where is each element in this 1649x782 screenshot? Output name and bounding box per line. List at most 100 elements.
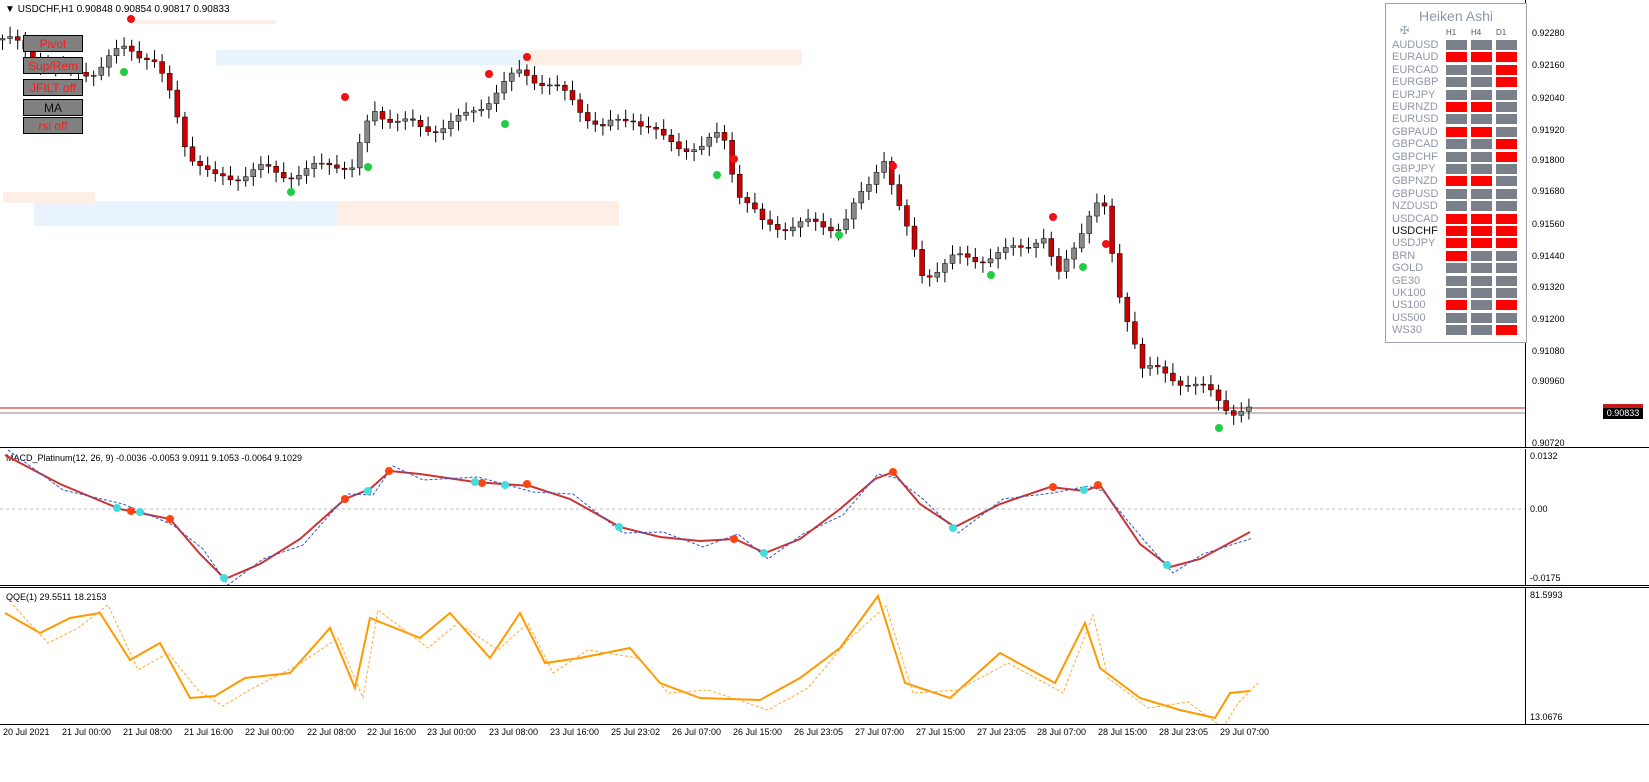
symbol-label[interactable]: BRN: [1392, 249, 1416, 262]
candle-body: [1177, 380, 1184, 386]
symbol-label[interactable]: EURAUD: [1392, 51, 1439, 64]
price-axis-label: 0.92040: [1532, 93, 1565, 103]
candle-body: [273, 166, 279, 173]
demand-zone: [34, 201, 337, 226]
qqe-chart[interactable]: [0, 588, 1525, 724]
macd-signal-line: [7, 449, 1254, 585]
symbol-label[interactable]: USDJPY: [1392, 237, 1436, 250]
symbol-label[interactable]: GBPNZD: [1392, 175, 1438, 188]
heiken-ashi-row: GBPAUD: [1392, 126, 1522, 138]
candle-body: [554, 84, 561, 87]
candle-body: [584, 112, 591, 122]
time-axis-label: 21 Jul 00:00: [62, 727, 112, 737]
trend-cell-gray: [1471, 263, 1492, 274]
symbol-label[interactable]: GBPCAD: [1392, 138, 1439, 151]
heiken-ashi-row: EURJPY: [1392, 89, 1522, 101]
macd-cross-down-dot: [523, 480, 531, 488]
time-axis-label: 23 Jul 08:00: [489, 727, 539, 737]
candle-body: [1139, 343, 1146, 369]
symbol-label[interactable]: GOLD: [1392, 262, 1424, 275]
candle-body: [850, 202, 857, 220]
price-axis-label: 0.91080: [1532, 346, 1565, 356]
symbol-label[interactable]: GBPJPY: [1392, 163, 1436, 175]
symbol-label[interactable]: EURUSD: [1392, 113, 1439, 126]
macd-pane[interactable]: MACD_Platinum(12, 26, 9) -0.0036 -0.0053…: [0, 449, 1649, 585]
sup-rem-button[interactable]: Sup/Rem: [23, 57, 83, 74]
symbol-label[interactable]: NZDUSD: [1392, 200, 1438, 213]
trend-cell-red: [1446, 250, 1467, 261]
macd-chart[interactable]: [0, 449, 1525, 585]
ma-button[interactable]: MA: [23, 99, 83, 116]
symbol-label[interactable]: USDCHF: [1392, 225, 1438, 237]
candle-body: [90, 75, 97, 77]
candlestick-chart[interactable]: [0, 0, 1525, 447]
buy-signal-dot: [1079, 263, 1087, 271]
qqe-pane[interactable]: QQE(1) 29.5511 18.2153 81.5993 13.0676: [0, 588, 1649, 724]
column-h4: H4: [1471, 28, 1482, 37]
symbol-label[interactable]: WS30: [1392, 324, 1422, 337]
trend-cell-gray: [1496, 201, 1517, 212]
trend-cell-red: [1446, 176, 1467, 187]
symbol-label[interactable]: UK100: [1392, 287, 1426, 299]
candle-body: [805, 218, 811, 222]
settings-icon[interactable]: ✠: [1400, 25, 1410, 37]
symbol-label[interactable]: US500: [1392, 311, 1426, 324]
trend-cell-red: [1446, 52, 1467, 63]
symbol-label[interactable]: EURGBP: [1392, 76, 1439, 89]
buy-signal-dot: [713, 171, 721, 179]
candle-body: [280, 172, 287, 179]
symbol-label[interactable]: EURCAD: [1392, 63, 1439, 76]
symbol-label[interactable]: US100: [1392, 299, 1426, 312]
macd-cross-up-dot: [136, 508, 144, 516]
candle-body: [774, 224, 781, 230]
price-axis[interactable]: 0.92280 0.92160 0.92040 0.91920 0.91800 0.916…: [1525, 0, 1649, 448]
symbol-label[interactable]: GBPCHF: [1392, 150, 1438, 163]
candle-body: [258, 164, 264, 170]
pivot-button[interactable]: Pivot: [23, 35, 83, 52]
trend-cell-gray: [1496, 40, 1517, 50]
candle-body: [478, 109, 485, 112]
pane-divider[interactable]: [0, 447, 1649, 448]
symbol-label[interactable]: EURJPY: [1392, 88, 1436, 101]
candle-body: [828, 226, 834, 232]
symbol-label[interactable]: GBPAUD: [1392, 125, 1438, 138]
symbol-label[interactable]: GE30: [1392, 274, 1421, 287]
symbol-label[interactable]: EURNZD: [1392, 101, 1438, 113]
symbol-label[interactable]: GBPUSD: [1392, 187, 1439, 200]
candle-body: [227, 175, 234, 181]
time-axis-label: 25 Jul 23:02: [611, 727, 661, 737]
candle-body: [212, 169, 219, 174]
supply-zone: [134, 20, 276, 24]
trend-cell-gray: [1446, 64, 1467, 75]
candle-body: [470, 110, 477, 113]
candle-body: [1154, 365, 1161, 368]
trend-cell-red: [1496, 77, 1517, 88]
trend-cell-red: [1471, 213, 1492, 224]
qqe-label: QQE(1) 29.5511 18.2153: [6, 592, 107, 602]
candle-body: [957, 253, 963, 256]
candle-body: [1192, 383, 1199, 387]
trend-cell-red: [1496, 238, 1517, 249]
main-price-pane[interactable]: ▼ USDCHF,H1 0.90848 0.90854 0.90817 0.90…: [0, 0, 1649, 447]
pane-divider[interactable]: [0, 585, 1649, 586]
trend-cell-gray: [1496, 263, 1517, 274]
candle-body: [220, 173, 226, 177]
jfilt-button[interactable]: JFILT off: [23, 79, 83, 96]
candle-body: [980, 261, 986, 264]
heiken-ashi-title: Heiken Ashi: [1419, 8, 1493, 24]
candle-body: [1101, 202, 1108, 207]
dropdown-triangle-icon[interactable]: ▼: [5, 4, 15, 15]
candle-body: [197, 160, 203, 166]
symbol-label[interactable]: AUDUSD: [1392, 39, 1439, 51]
pane-divider[interactable]: [0, 587, 1649, 588]
trend-cell-gray: [1471, 139, 1492, 150]
heiken-ashi-row: US500: [1392, 312, 1522, 324]
rsi-button[interactable]: rsi off: [23, 117, 83, 134]
symbol-label[interactable]: USDCAD: [1392, 212, 1439, 225]
time-axis[interactable]: 20 Jul 2021 21 Jul 00:00 21 Jul 08:00 21 Ju…: [0, 724, 1525, 782]
candle-body: [622, 118, 629, 122]
candle-body: [242, 176, 249, 182]
heiken-ashi-row: USDCAD: [1392, 213, 1522, 225]
candle-body: [121, 45, 127, 49]
trend-cell-gray: [1446, 164, 1467, 174]
